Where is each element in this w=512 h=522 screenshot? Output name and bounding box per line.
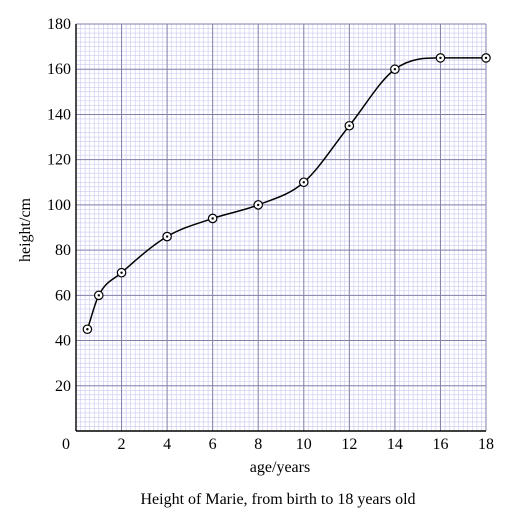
data-point xyxy=(82,324,93,335)
data-point xyxy=(435,53,446,63)
data-point xyxy=(116,267,127,278)
x-tick-labels: 2 4 6 8 10 12 14 16 18 xyxy=(118,436,494,453)
data-point-dot xyxy=(211,217,214,220)
data-points-layer xyxy=(82,53,491,335)
data-point-dot xyxy=(86,328,89,331)
data-point-dot xyxy=(165,235,169,238)
chart-caption: Height of Marie, from birth to 18 years … xyxy=(140,491,415,508)
y-tick-label: 60 xyxy=(55,287,71,304)
data-point-dot xyxy=(439,56,442,60)
x-tick-label: 2 xyxy=(118,436,126,453)
data-point xyxy=(298,177,309,188)
y-tick-labels: 20 40 60 80 100 120 140 160 180 xyxy=(47,16,71,395)
y-tick-label: 160 xyxy=(47,61,71,78)
data-point-dot xyxy=(348,124,351,127)
x-tick-label: 8 xyxy=(254,436,262,453)
growth-curve-layer xyxy=(86,57,487,330)
x-axis-label: age/years xyxy=(250,459,310,476)
x-tick-label: 6 xyxy=(209,436,217,453)
x-tick-label: 18 xyxy=(478,436,494,453)
data-point xyxy=(207,213,218,224)
data-point-dot xyxy=(393,68,397,71)
x-tick-label: 10 xyxy=(296,436,312,453)
data-point xyxy=(481,53,491,63)
data-point-dot xyxy=(484,56,488,60)
data-point xyxy=(253,200,264,210)
data-point xyxy=(93,290,104,301)
data-point xyxy=(390,64,400,75)
data-point-dot xyxy=(257,203,260,207)
data-point-dot xyxy=(97,294,100,297)
y-tick-label: 120 xyxy=(47,152,71,169)
minor-grid xyxy=(75,23,487,432)
y-tick-label: 40 xyxy=(55,333,71,350)
growth-curve xyxy=(86,57,487,330)
origin-tick-label: 0 xyxy=(62,436,70,453)
x-tick-label: 12 xyxy=(341,436,357,453)
x-tick-label: 4 xyxy=(163,436,171,453)
x-tick-label: 16 xyxy=(432,436,448,453)
data-point xyxy=(344,120,355,131)
data-point-dot xyxy=(302,181,305,184)
data-point xyxy=(162,231,172,242)
x-tick-label: 14 xyxy=(387,436,403,453)
y-tick-label: 180 xyxy=(47,16,71,33)
y-tick-label: 80 xyxy=(55,242,71,259)
y-tick-label: 20 xyxy=(55,378,71,395)
y-tick-label: 100 xyxy=(47,197,71,214)
y-tick-label: 140 xyxy=(47,106,71,123)
axes xyxy=(75,24,486,432)
y-axis-label: height/cm xyxy=(17,197,34,262)
data-point-dot xyxy=(120,271,123,274)
